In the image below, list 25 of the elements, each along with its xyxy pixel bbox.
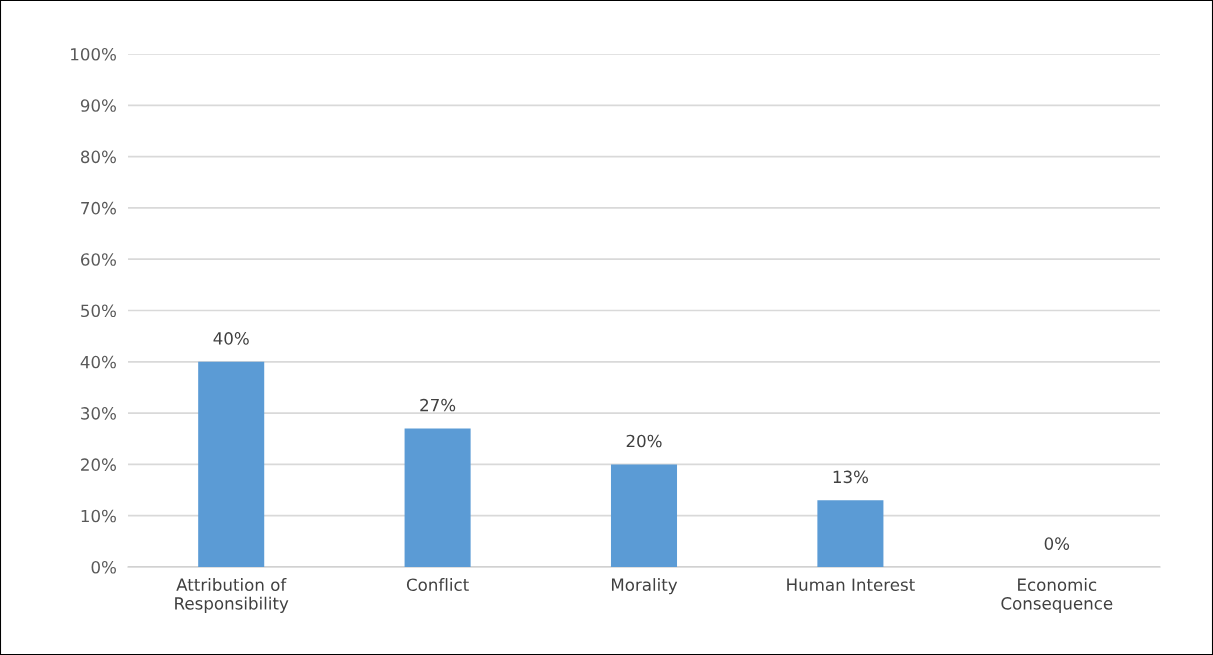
data-label: 13% xyxy=(833,470,868,484)
x-tick-label: Conflict xyxy=(406,578,469,592)
data-label: 27% xyxy=(420,398,456,412)
x-tick-label: Economic Consequence xyxy=(1001,578,1113,613)
bar xyxy=(198,361,265,567)
y-tick-label: 40% xyxy=(80,355,116,369)
bar xyxy=(404,428,471,567)
y-tick-label: 70% xyxy=(81,201,116,215)
data-label: 0% xyxy=(1044,537,1070,550)
y-tick-label: 90% xyxy=(80,99,116,112)
x-tick-label: Morality xyxy=(611,578,678,595)
y-tick-label: 0% xyxy=(91,560,116,574)
y-tick-label: 100% xyxy=(71,47,116,61)
y-tick-label: 10% xyxy=(81,509,116,523)
y-tick-label: 20% xyxy=(81,458,116,471)
data-label: 20% xyxy=(626,434,662,448)
bar xyxy=(817,500,884,567)
y-tick-label: 60% xyxy=(81,253,116,266)
y-tick-label: 30% xyxy=(81,407,116,420)
x-tick-label: Human Interest xyxy=(787,578,915,592)
y-tick-label: 50% xyxy=(81,304,116,318)
data-label: 40% xyxy=(213,332,249,345)
x-tick-label: Attribution of Responsibility xyxy=(175,578,289,613)
y-tick-label: 80% xyxy=(80,150,116,164)
bar xyxy=(610,464,678,567)
